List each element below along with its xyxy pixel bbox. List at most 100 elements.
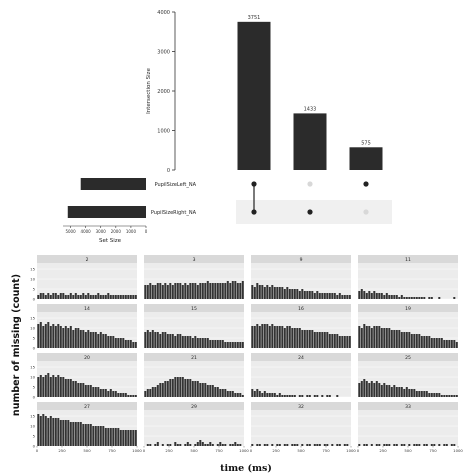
matrix-dot-filled (363, 181, 369, 187)
facet-bar (127, 295, 130, 299)
facet-y-tick-label: 0 (33, 395, 36, 400)
facet-bar (236, 283, 239, 299)
facet-bar (271, 285, 274, 299)
facet-bar (316, 291, 319, 299)
facet-bar (104, 334, 107, 348)
facet-bar (291, 328, 294, 348)
facet-panel-bg (144, 361, 244, 397)
facet-bar (296, 328, 299, 348)
facet-bar (278, 287, 281, 299)
facet-bar (438, 393, 441, 397)
facet-bar (102, 334, 105, 348)
facet-bar (415, 444, 418, 446)
facet-bar (365, 326, 368, 348)
facet-x-tick-label: 0 (143, 448, 146, 453)
facet-bar (413, 389, 416, 397)
facet-bar (169, 283, 172, 299)
facet-bar (156, 385, 159, 397)
facet-y-tick-label: 10 (30, 277, 35, 282)
facet-bar (378, 444, 381, 446)
facet-bar (286, 395, 289, 397)
facet-bar (107, 428, 110, 446)
facet-bar (373, 291, 376, 299)
facet-bar (413, 297, 416, 299)
facet-bar (266, 444, 269, 446)
facet-bar (194, 444, 197, 446)
facet-panel-bg (251, 312, 351, 348)
set-size-tick-label: 5000 (65, 229, 76, 234)
facet-bar (52, 375, 55, 397)
facet-bar (365, 444, 368, 446)
facet-bar (380, 385, 383, 397)
facet-bar (119, 295, 122, 299)
facet-bar (321, 332, 324, 348)
facet-bar (224, 389, 227, 397)
set-size-tick-label: 4000 (81, 229, 92, 234)
set-name-label: PupilSizeRight_NA (151, 210, 197, 216)
facet-bar (189, 336, 192, 348)
facet-bar (216, 444, 219, 446)
facet-bar (420, 391, 423, 397)
facet-bar (146, 285, 149, 299)
facet-x-tick-label: 750 (322, 448, 330, 453)
facet-bar (443, 395, 446, 397)
facet-bar (261, 393, 264, 397)
facet-bar (453, 444, 456, 446)
facet-bar (224, 342, 227, 348)
facet-bar (57, 295, 60, 299)
facet-x-tick-label: 500 (83, 448, 91, 453)
facet-bar (104, 428, 107, 446)
facet-bar (149, 444, 152, 446)
facet-bar (62, 420, 65, 446)
facet-bar (134, 295, 137, 299)
facet-bar (306, 330, 309, 348)
facet-bar (256, 444, 259, 446)
facet-bar (214, 340, 217, 348)
facet-bar (301, 330, 304, 348)
facet-bar (87, 385, 90, 397)
facet-bar (370, 444, 373, 446)
facet-bar (378, 326, 381, 348)
facet-bar (89, 295, 92, 299)
facet-bar (271, 393, 274, 397)
facet-y-tick-label: 10 (30, 424, 35, 429)
facet-bar (211, 340, 214, 348)
matrix-dot-empty (307, 181, 313, 187)
facet-bar (341, 295, 344, 299)
facet-bar (308, 444, 311, 446)
facet-bar (229, 342, 232, 348)
facet-bar (430, 393, 433, 397)
facet-bar (405, 332, 408, 348)
facet-bar (82, 330, 85, 348)
facet-bar (298, 291, 301, 299)
facet-bar (92, 426, 95, 446)
facet-bar (161, 285, 164, 299)
facet-bar (72, 295, 75, 299)
facet-x-tick-label: 0 (250, 448, 253, 453)
facet-bar (134, 430, 137, 446)
facet-bar (42, 326, 45, 348)
facet-bar (211, 444, 214, 446)
facet-bar (74, 381, 77, 397)
facet-bar (179, 334, 182, 348)
facet-bar (92, 387, 95, 397)
facet-bar (398, 387, 401, 397)
facet-bar (87, 424, 90, 446)
set-name-label: PupilSizeLeft_NA (155, 182, 197, 188)
facet-bar (448, 340, 451, 348)
facet-bar (445, 444, 448, 446)
facet-x-tick-label: 500 (404, 448, 412, 453)
facet-bar (184, 283, 187, 299)
facet-strip-label: 20 (84, 355, 90, 361)
facet-bar (380, 293, 383, 299)
facet-bar (418, 444, 421, 446)
facet-bar (373, 326, 376, 348)
facet-strip (37, 255, 137, 263)
facet-bar (448, 395, 451, 397)
facet-bar (410, 334, 413, 348)
facet-bar (49, 416, 52, 446)
facet-bar (47, 373, 50, 397)
facet-bar (368, 326, 371, 348)
facet-bar (388, 444, 391, 446)
facet-bar (156, 332, 159, 348)
